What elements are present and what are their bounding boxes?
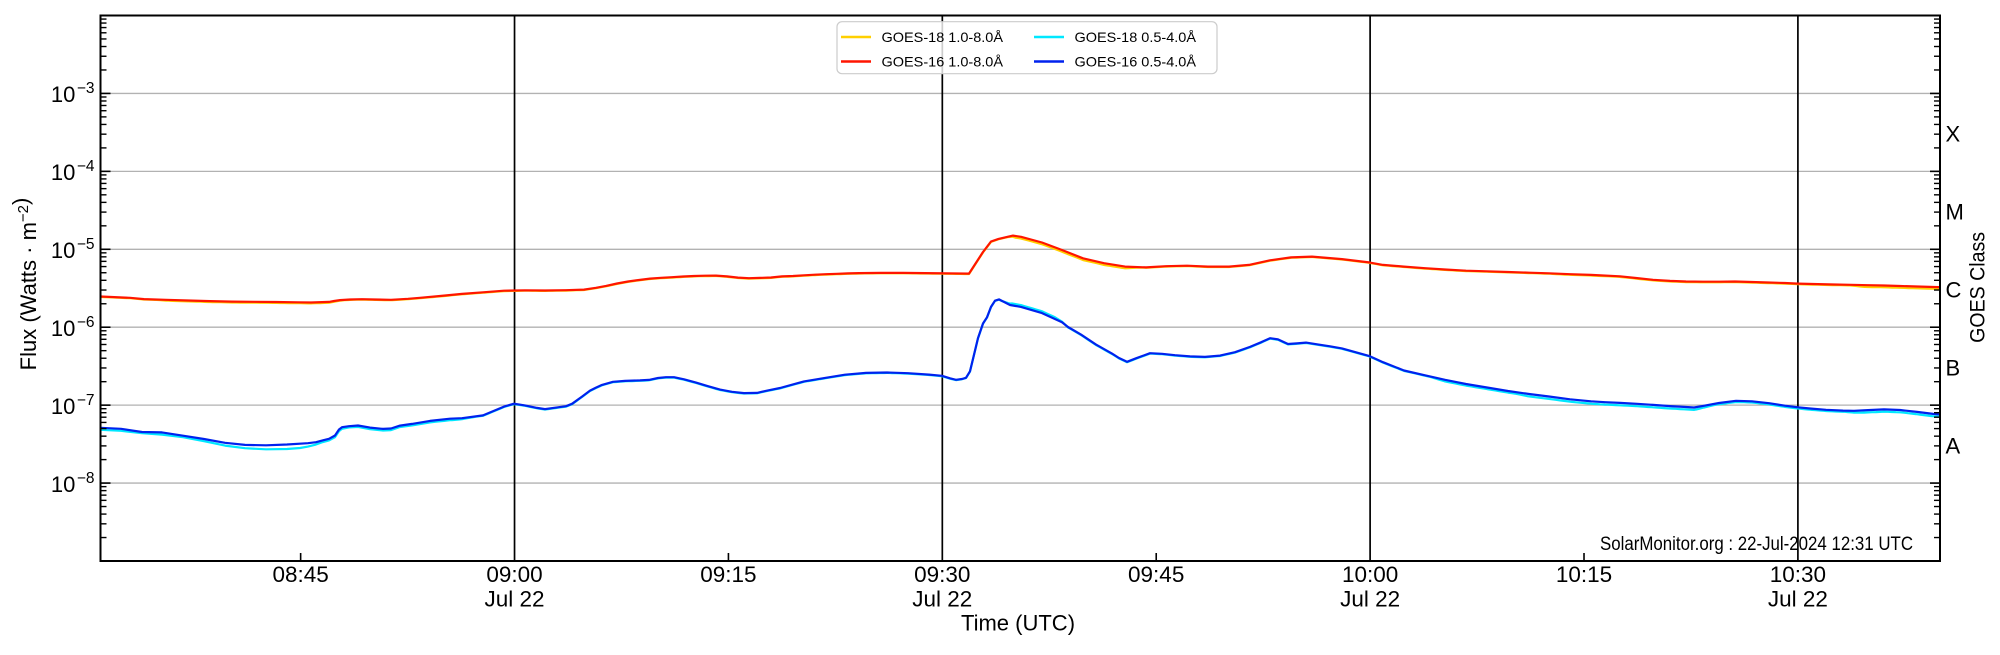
svg-text:C: C: [1946, 277, 1962, 302]
svg-text:B: B: [1946, 355, 1961, 380]
svg-text:10−7: 10−7: [51, 392, 95, 419]
svg-text:09:00: 09:00: [486, 562, 542, 587]
svg-text:08:45: 08:45: [272, 562, 328, 587]
svg-text:09:15: 09:15: [700, 562, 756, 587]
svg-text:SolarMonitor.org : 22-Jul-2024: SolarMonitor.org : 22-Jul-2024 12:31 UTC: [1600, 534, 1913, 555]
svg-text:GOES-16 1.0-8.0Å: GOES-16 1.0-8.0Å: [882, 54, 1004, 70]
svg-text:Jul 22: Jul 22: [1340, 587, 1400, 612]
svg-text:09:45: 09:45: [1128, 562, 1184, 587]
svg-text:GOES-18 0.5-4.0Å: GOES-18 0.5-4.0Å: [1075, 29, 1197, 45]
svg-text:10:00: 10:00: [1342, 562, 1398, 587]
svg-text:GOES-16 0.5-4.0Å: GOES-16 0.5-4.0Å: [1075, 54, 1197, 70]
svg-text:Jul 22: Jul 22: [1768, 587, 1828, 612]
svg-text:GOES-18 1.0-8.0Å: GOES-18 1.0-8.0Å: [882, 29, 1004, 45]
svg-text:A: A: [1946, 433, 1961, 458]
svg-text:10:30: 10:30: [1770, 562, 1826, 587]
svg-text:X: X: [1946, 122, 1961, 147]
svg-text:Jul 22: Jul 22: [484, 587, 544, 612]
svg-text:10−5: 10−5: [51, 236, 95, 263]
svg-text:09:30: 09:30: [914, 562, 970, 587]
svg-text:GOES Class: GOES Class: [1967, 232, 1990, 343]
svg-text:10:15: 10:15: [1556, 562, 1612, 587]
svg-text:Jul 22: Jul 22: [912, 587, 972, 612]
svg-text:M: M: [1946, 200, 1964, 225]
svg-text:Time (UTC): Time (UTC): [961, 611, 1075, 636]
